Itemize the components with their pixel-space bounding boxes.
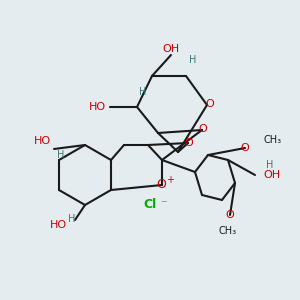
Text: CH₃: CH₃ xyxy=(264,135,282,145)
Text: O: O xyxy=(156,178,166,191)
Text: O: O xyxy=(206,99,214,109)
Text: O: O xyxy=(226,210,234,220)
Text: Cl: Cl xyxy=(143,199,157,212)
Text: HO: HO xyxy=(89,102,106,112)
Text: H.: H. xyxy=(57,150,67,160)
Text: H: H xyxy=(139,87,147,97)
Text: HO: HO xyxy=(50,220,67,230)
Text: +: + xyxy=(166,175,174,185)
Text: H: H xyxy=(189,55,197,65)
Text: H: H xyxy=(68,214,76,224)
Text: CH₃: CH₃ xyxy=(219,226,237,236)
Text: OH: OH xyxy=(263,170,280,180)
Text: O: O xyxy=(199,124,207,134)
Text: ⁻: ⁻ xyxy=(160,199,166,212)
Text: O: O xyxy=(184,138,194,148)
Text: O: O xyxy=(241,143,249,153)
Text: OH: OH xyxy=(162,44,180,54)
Text: H: H xyxy=(266,160,274,170)
Text: HO: HO xyxy=(33,136,51,146)
